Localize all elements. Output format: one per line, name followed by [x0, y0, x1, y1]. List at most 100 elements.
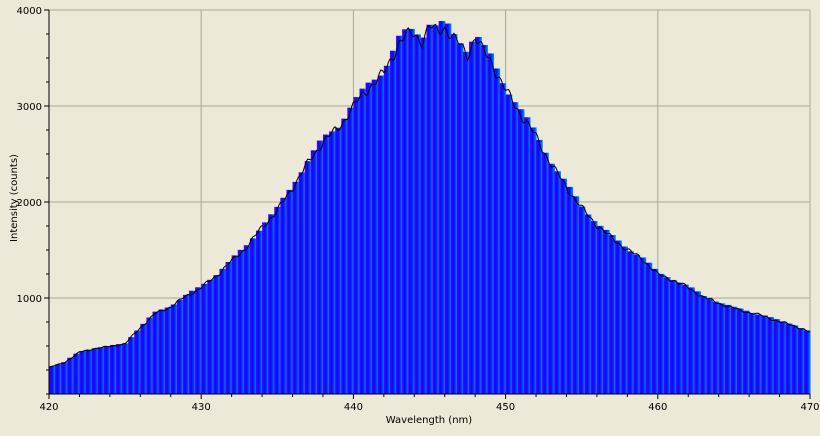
- intensity-bar: [511, 102, 519, 394]
- intensity-bar: [304, 161, 312, 394]
- intensity-bar: [432, 25, 440, 394]
- intensity-bar: [560, 178, 568, 394]
- intensity-bar: [255, 230, 263, 394]
- intensity-bar: [651, 268, 659, 394]
- intensity-bar: [712, 301, 720, 394]
- intensity-bar: [128, 337, 135, 394]
- intensity-bar: [371, 79, 379, 395]
- intensity-bar: [176, 299, 184, 394]
- intensity-bar: [134, 330, 141, 394]
- intensity-bar: [669, 279, 677, 394]
- tick-labels: 1000 2000 3000 4000 420 430 440 450 460 470: [17, 6, 820, 413]
- intensity-bar: [195, 287, 202, 394]
- intensity-bar: [182, 294, 190, 394]
- intensity-bar: [456, 43, 464, 394]
- intensity-bar: [639, 257, 647, 394]
- intensity-bar: [97, 347, 105, 394]
- intensity-bar: [615, 240, 622, 394]
- intensity-bar: [450, 34, 458, 394]
- intensity-bar: [316, 140, 324, 394]
- intensity-bar: [213, 275, 221, 394]
- intensity-bar: [621, 246, 628, 394]
- intensity-bar: [115, 344, 123, 394]
- intensity-bar: [785, 323, 793, 394]
- intensity-bar: [396, 35, 403, 395]
- intensity-bar: [408, 28, 415, 394]
- intensity-line: [48, 23, 811, 368]
- intensity-bar: [109, 344, 117, 394]
- intensity-bar: [207, 279, 214, 394]
- intensity-bar: [682, 284, 689, 394]
- x-tick-label: 440: [344, 402, 363, 413]
- intensity-bar: [773, 319, 781, 394]
- intensity-bar: [298, 172, 306, 394]
- intensity-bar: [359, 88, 367, 394]
- intensity-bar: [499, 83, 507, 395]
- intensity-bar: [603, 229, 610, 394]
- intensity-bar: [347, 107, 354, 394]
- intensity-bar: [767, 317, 775, 394]
- x-tick-label: 430: [192, 402, 211, 413]
- intensity-bar: [469, 41, 476, 394]
- intensity-bar: [743, 310, 750, 394]
- intensity-bar: [237, 249, 245, 394]
- y-tick-label: 2000: [17, 198, 42, 209]
- intensity-bar: [140, 323, 148, 394]
- intensity-bar: [554, 171, 561, 394]
- intensity-bar: [475, 36, 482, 394]
- intensity-bar: [274, 206, 281, 394]
- intensity-bar: [542, 152, 549, 394]
- intensity-bar: [61, 362, 68, 394]
- intensity-bar: [462, 51, 470, 394]
- intensity-bar: [779, 321, 787, 394]
- intensity-bar: [578, 206, 586, 394]
- intensity-bar: [730, 306, 738, 394]
- intensity-bar: [505, 94, 513, 395]
- intensity-bar: [91, 348, 99, 394]
- intensity-bar: [657, 273, 665, 394]
- intensity-bar: [609, 235, 616, 394]
- intensity-bar: [243, 245, 251, 394]
- intensity-bar: [365, 82, 373, 394]
- intensity-bar: [310, 150, 318, 394]
- intensity-bar: [103, 346, 111, 394]
- intensity-bar: [55, 364, 62, 394]
- intensity-bar: [158, 309, 166, 394]
- intensity-bar: [353, 97, 361, 394]
- intensity-bar: [663, 277, 671, 394]
- intensity-bar: [73, 353, 81, 394]
- x-tick-label: 470: [800, 402, 819, 413]
- intensity-bar: [755, 314, 762, 394]
- intensity-bar: [329, 131, 336, 394]
- intensity-bar: [426, 24, 434, 394]
- intensity-trace: [48, 23, 811, 368]
- x-tick-label: 460: [648, 402, 667, 413]
- intensity-bar: [383, 65, 391, 394]
- intensity-bar: [322, 134, 330, 394]
- intensity-bar: [596, 225, 604, 394]
- x-tick-label: 450: [496, 402, 515, 413]
- intensity-bar: [718, 303, 726, 394]
- y-tick-label: 3000: [17, 102, 42, 113]
- intensity-bar: [402, 29, 409, 395]
- intensity-bar: [225, 261, 233, 394]
- intensity-bar: [341, 118, 348, 394]
- intensity-bar: [645, 262, 653, 394]
- x-axis-title: Wavelength (nm): [386, 415, 472, 426]
- intensity-bar: [219, 268, 227, 394]
- intensity-bar: [438, 20, 446, 395]
- intensity-bar: [749, 312, 756, 394]
- intensity-bar: [517, 109, 525, 394]
- x-tick-label: 420: [39, 402, 58, 413]
- intensity-bar: [249, 238, 257, 394]
- intensity-bar: [627, 251, 635, 394]
- intensity-bar: [487, 53, 495, 394]
- intensity-bars: [49, 20, 811, 395]
- intensity-bar: [493, 68, 501, 394]
- intensity-bar: [85, 349, 93, 394]
- intensity-bar: [420, 37, 428, 394]
- intensity-bar: [268, 214, 275, 394]
- intensity-bar: [706, 299, 714, 394]
